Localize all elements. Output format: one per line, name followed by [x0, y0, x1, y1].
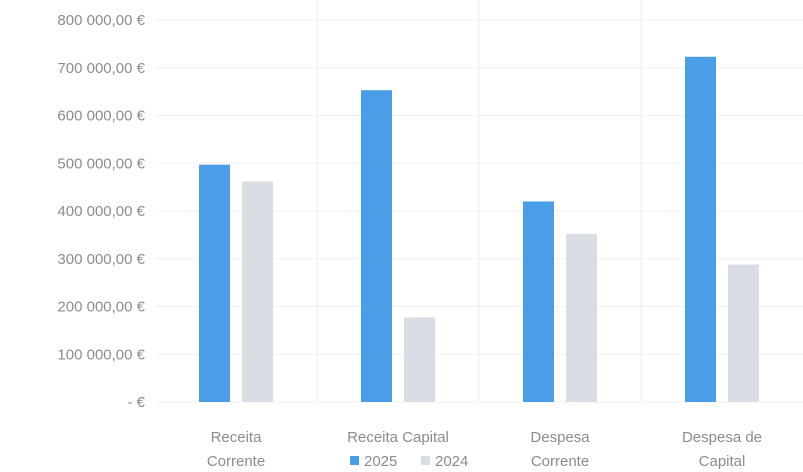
x-tick-label: Corrente — [207, 453, 265, 470]
y-tick-label: 200 000,00 € — [57, 299, 145, 316]
y-tick-label: 500 000,00 € — [57, 155, 145, 172]
y-tick-label: 700 000,00 € — [57, 60, 145, 77]
y-tick-label: 300 000,00 € — [57, 251, 145, 268]
bar-2024-0[interactable] — [242, 181, 273, 402]
legend-swatch-2024 — [421, 456, 430, 465]
x-tick-label: Receita — [211, 429, 263, 446]
y-tick-label: 800 000,00 € — [57, 12, 145, 29]
bar-2025-2[interactable] — [523, 201, 554, 402]
legend-label-2025: 2025 — [364, 453, 397, 470]
legend-label-2024: 2024 — [435, 453, 468, 470]
y-tick-label: 100 000,00 € — [57, 346, 145, 363]
legend: 2025 2024 — [350, 453, 468, 470]
bar-2025-3[interactable] — [685, 56, 716, 403]
x-tick-label: Receita Capital — [347, 429, 449, 446]
y-tick-label: - € — [127, 394, 145, 411]
y-tick-label: 400 000,00 € — [57, 203, 145, 220]
x-tick-label: Despesa de — [682, 429, 762, 446]
y-axis: - € 100 000,00 € 200 000,00 € 300 000,00 € 4… — [57, 12, 145, 411]
y-tick-label: 600 000,00 € — [57, 108, 145, 125]
bars — [199, 56, 759, 403]
x-tick-label: Corrente — [531, 453, 589, 470]
bar-2024-1[interactable] — [404, 317, 435, 402]
bar-2024-2[interactable] — [566, 233, 597, 402]
bar-2025-1[interactable] — [361, 90, 392, 402]
x-axis: Receita Corrente Receita Capital Despesa Cor… — [207, 429, 762, 470]
legend-swatch-2025 — [350, 456, 359, 465]
x-tick-label: Capital — [699, 453, 746, 470]
bar-2024-3[interactable] — [728, 264, 759, 402]
bar-2025-0[interactable] — [199, 164, 230, 402]
x-tick-label: Despesa — [530, 429, 590, 446]
